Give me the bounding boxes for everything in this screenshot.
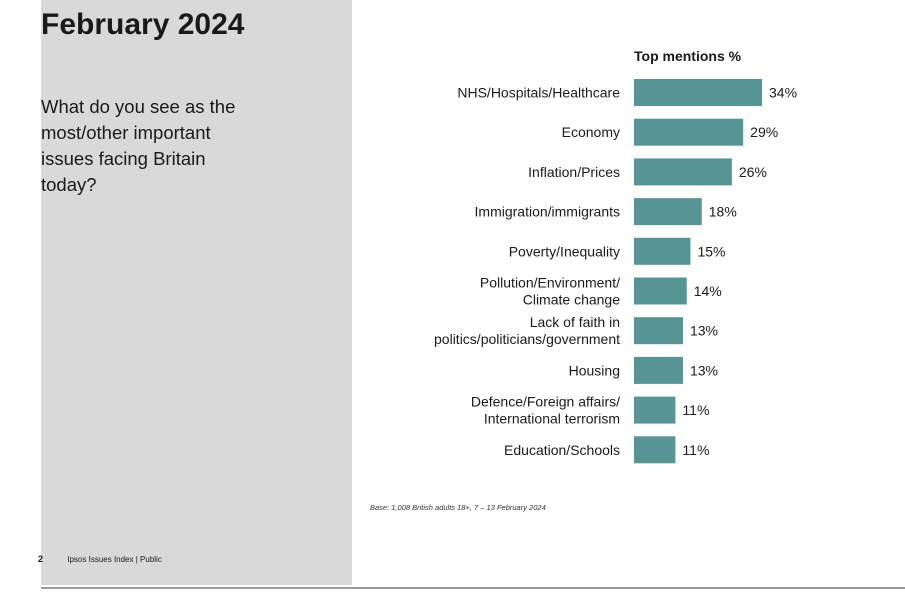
value-label: 15%	[697, 243, 725, 259]
category-label: politics/politicians/government	[434, 331, 620, 347]
bar	[634, 118, 744, 146]
category-label: Defence/Foreign affairs/	[471, 394, 620, 410]
bar	[634, 79, 762, 106]
chart-marks: 34% NHS/Hospitals/Healthcare 29% Economy 26%…	[434, 79, 797, 464]
category-label: Pollution/Environment/	[480, 275, 620, 291]
value-label: 11%	[682, 402, 709, 418]
category-label: Economy	[562, 124, 620, 140]
value-label: 29%	[750, 124, 778, 140]
bar	[634, 198, 702, 226]
value-label: 13%	[690, 362, 718, 378]
value-label: 13%	[690, 323, 718, 339]
value-label: 34%	[769, 85, 797, 101]
value-label: 26%	[739, 164, 767, 180]
chart-title: Top mentions %	[634, 48, 742, 64]
bar	[634, 277, 687, 305]
bar	[634, 237, 691, 265]
bar	[634, 436, 676, 464]
category-label: NHS/Hospitals/Healthcare	[457, 85, 620, 101]
bar	[634, 396, 676, 424]
left-panel	[41, 0, 352, 585]
category-label: Immigration/immigrants	[475, 204, 620, 220]
value-label: 11%	[682, 442, 709, 458]
survey-question: What do you see as the most/other import…	[41, 96, 236, 195]
category-label: Poverty/Inequality	[509, 243, 620, 259]
category-label: Education/Schools	[504, 442, 620, 458]
value-label: 18%	[709, 204, 737, 220]
category-label: Lack of faith in	[530, 314, 620, 330]
page-number: 2	[38, 554, 44, 564]
bar	[634, 356, 683, 384]
bar	[634, 158, 732, 186]
bar	[634, 317, 683, 345]
value-label: 14%	[694, 283, 722, 299]
category-label: Housing	[569, 362, 620, 378]
footer: 2 Ipsos Issues Index | Public	[38, 554, 162, 564]
page-title: February 2024	[41, 8, 245, 41]
category-label: Inflation/Prices	[528, 164, 620, 180]
base-note: Base: 1,008 British adults 18+, 7 – 13 F…	[370, 503, 546, 512]
category-label: Climate change	[523, 292, 620, 308]
category-label: International terrorism	[484, 411, 620, 427]
footer-text: Ipsos Issues Index | Public	[67, 555, 162, 564]
bottom-divider	[41, 587, 905, 589]
